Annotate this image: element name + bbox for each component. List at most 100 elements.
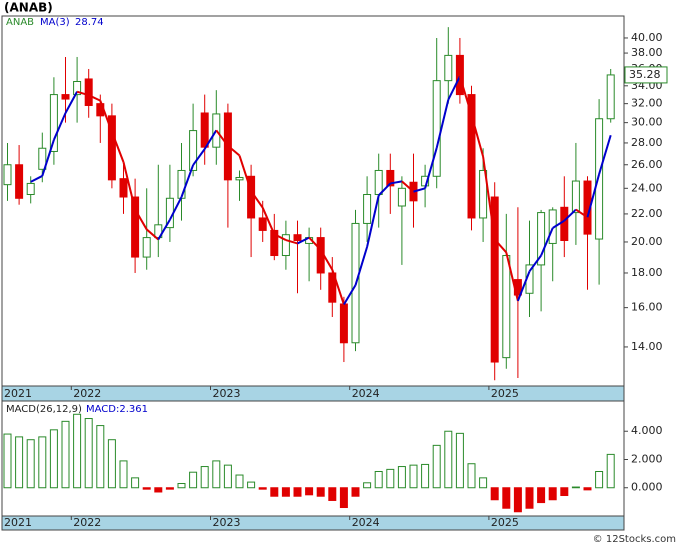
x-tick-label: 2025: [491, 387, 519, 400]
candle-body: [328, 272, 337, 303]
ma-segment: [99, 100, 113, 133]
candle-body: [397, 187, 406, 207]
ma-segment: [366, 195, 380, 248]
macd-bar: [107, 439, 116, 489]
ma-segment: [227, 145, 241, 157]
legend-ma: MA(3): [40, 17, 70, 28]
macd-bar: [548, 487, 557, 501]
macd-bar: [49, 429, 58, 489]
macd-bar: [397, 466, 406, 489]
ma-segment: [563, 208, 577, 222]
date-strip: [2, 386, 624, 401]
last-price-box: [624, 66, 668, 84]
y-tick-label: 16.00: [631, 301, 663, 314]
candle-body: [200, 112, 209, 148]
macd-bar: [119, 460, 128, 489]
macd-bar: [502, 487, 511, 509]
ma-segment: [575, 208, 589, 219]
macd-bar: [467, 463, 476, 489]
ma-segment: [528, 254, 542, 272]
ma-segment: [41, 139, 55, 177]
candle-body: [84, 78, 93, 106]
ma-segment: [401, 180, 415, 193]
macd-bar: [212, 460, 221, 489]
macd-bar: [351, 487, 360, 497]
ma-segment: [134, 209, 148, 230]
macd-bar: [571, 486, 580, 489]
macd-frame: [1, 400, 625, 531]
macd-bar: [131, 477, 140, 489]
y-tick-label: 30.00: [631, 116, 663, 129]
ma-segment: [180, 164, 195, 198]
macd-bar: [560, 487, 569, 497]
ma-segment: [482, 156, 496, 240]
macd-bar: [73, 413, 82, 489]
candle-body: [467, 94, 476, 219]
ma-segment: [169, 196, 183, 221]
macd-bar: [409, 464, 418, 489]
y-tick-label: 2.000: [631, 452, 663, 465]
candle-body: [293, 234, 302, 242]
macd-bar: [490, 487, 499, 501]
candle-body: [374, 169, 383, 196]
ma-segment: [390, 180, 403, 185]
candle-body: [560, 206, 569, 242]
ma-segment: [238, 155, 253, 192]
ma-segment: [493, 238, 508, 254]
macd-bar: [455, 432, 464, 489]
ma-segment: [586, 173, 601, 218]
ma-segment: [88, 94, 101, 102]
ma-segment: [215, 129, 229, 147]
candle-body: [537, 212, 546, 266]
macd-bar: [84, 418, 93, 489]
y-tick-label: 28.00: [631, 136, 663, 149]
candle-body: [26, 182, 35, 196]
ma-segment: [52, 112, 67, 141]
footer: © 12Stocks.com: [593, 534, 676, 545]
macd-bar: [38, 436, 47, 489]
ma-segment: [110, 131, 125, 163]
ma-segment: [458, 76, 473, 116]
candle-body: [49, 94, 58, 152]
macd-bar: [421, 463, 430, 489]
ma-segment: [261, 207, 276, 235]
candle-body: [281, 234, 290, 257]
x-tick-label: 2021: [4, 516, 32, 529]
candle-body: [3, 164, 12, 186]
y-tick-label: 20.00: [631, 235, 663, 248]
date-strip: [2, 516, 624, 530]
ma-segment: [157, 219, 171, 240]
candle-body: [595, 118, 604, 240]
macd-bar: [479, 477, 488, 489]
y-tick-label: 0.000: [631, 481, 663, 494]
macd-bar: [339, 487, 348, 509]
macd-bar: [606, 453, 615, 489]
candle-body: [189, 130, 198, 171]
ma-segment: [146, 228, 159, 241]
y-tick-label: 40.00: [631, 31, 663, 44]
macd-bar: [270, 487, 279, 497]
ma-segment: [377, 182, 392, 197]
y-tick-label: 38.00: [631, 46, 663, 59]
ma-segment: [203, 129, 218, 150]
candle-body: [571, 180, 580, 214]
candle-body: [73, 81, 82, 96]
ma-segment: [250, 190, 264, 209]
ma-segment: [122, 161, 137, 210]
macd-legend: MACD:2.361: [86, 404, 148, 415]
ma-segment: [331, 269, 345, 305]
last-price: 35.28: [629, 68, 661, 81]
macd-bar: [595, 470, 604, 489]
macd-bar: [316, 487, 325, 497]
macd-bar: [281, 487, 290, 497]
macd-bar: [305, 487, 314, 496]
legend-symbol: ANAB: [6, 17, 34, 28]
candle-body: [142, 237, 151, 258]
macd-bar: [247, 481, 256, 489]
x-tick-label: 2022: [73, 387, 101, 400]
ma-segment: [435, 99, 450, 149]
macd-bar: [328, 487, 337, 501]
macd-title: MACD(26,12,9): [6, 404, 82, 415]
x-tick-label: 2024: [352, 387, 380, 400]
